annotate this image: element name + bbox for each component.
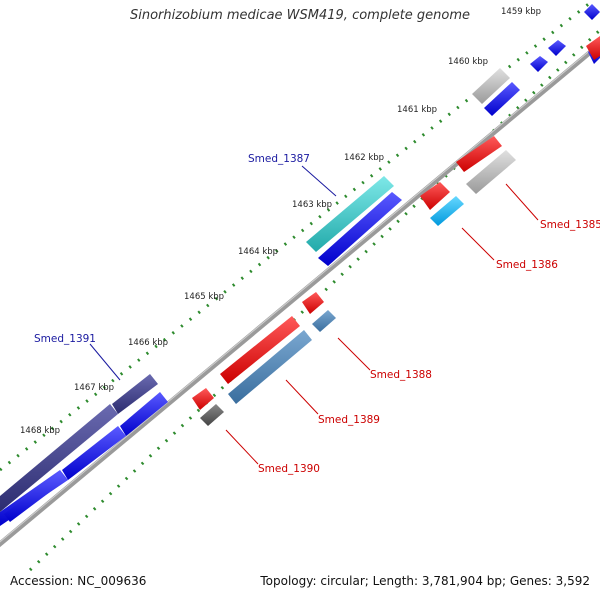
gene-label-smed-1391[interactable]: Smed_1391 — [34, 333, 96, 345]
tick-label: 1466 kbp — [128, 338, 168, 348]
cds-forward-1467b[interactable] — [62, 426, 126, 480]
cds-smed-1390[interactable] — [200, 404, 224, 426]
cds-forward-grey-1460[interactable] — [472, 68, 510, 104]
callout-smed-1389 — [285, 379, 319, 415]
genome-backbone — [0, 40, 600, 548]
gene-label-smed-1385[interactable]: Smed_1385 — [540, 219, 600, 231]
callout-smed-1391 — [89, 343, 121, 381]
tick-label: 1467 kbp — [74, 383, 114, 393]
cds-smed-1386-red[interactable] — [420, 182, 450, 210]
gene-label-smed-1389[interactable]: Smed_1389 — [318, 414, 380, 426]
forward-cds-group — [0, 4, 600, 526]
cds-forward-1468a[interactable] — [4, 472, 66, 522]
cds-smed-1389-red[interactable] — [220, 316, 300, 384]
cds-forward-1467c[interactable] — [120, 392, 168, 436]
tick-labels: 1459 kbp 1460 kbp 1461 kbp 1462 kbp 1463… — [20, 7, 541, 436]
cds-smed-1388[interactable] — [302, 292, 324, 314]
forward-tick-line — [0, 0, 597, 472]
cds-forward-1460b[interactable] — [530, 56, 548, 72]
cds-reverse-edge[interactable] — [586, 36, 600, 60]
reverse-cds-group — [192, 36, 600, 426]
tick-label: 1461 kbp — [397, 105, 437, 115]
cds-smed-1389[interactable] — [228, 330, 312, 404]
cds-forward-1461[interactable] — [484, 82, 520, 116]
cds-forward-1459a[interactable] — [584, 4, 600, 20]
tick-label: 1464 kbp — [238, 247, 278, 257]
genome-summary-text: Topology: circular; Length: 3,781,904 bp… — [260, 574, 590, 588]
cds-forward-1463[interactable] — [318, 192, 402, 266]
tick-label: 1462 kbp — [344, 153, 384, 163]
gene-labels: Smed_1387 Smed_1391 Smed_1385 Smed_1386 … — [34, 153, 600, 475]
cds-smed-1385-grey[interactable] — [466, 150, 516, 194]
tick-label: 1468 kbp — [20, 426, 60, 436]
cds-smed-1390-red[interactable] — [192, 388, 214, 410]
cds-smed-1387[interactable] — [306, 176, 394, 252]
tick-label: 1460 kbp — [448, 57, 488, 67]
tick-label: 1459 kbp — [501, 7, 541, 17]
callout-smed-1385 — [505, 183, 539, 221]
callout-lines — [89, 165, 539, 465]
gene-label-smed-1386[interactable]: Smed_1386 — [496, 259, 558, 271]
cds-smed-1388-b[interactable] — [312, 310, 336, 332]
gene-label-smed-1390[interactable]: Smed_1390 — [258, 463, 320, 475]
genome-title: Sinorhizobium medicae WSM419, complete g… — [129, 8, 471, 23]
cds-smed-1385-a[interactable] — [456, 136, 502, 172]
cds-smed-1391-a[interactable] — [0, 404, 118, 512]
callout-smed-1388 — [337, 337, 371, 371]
gene-label-smed-1388[interactable]: Smed_1388 — [370, 369, 432, 381]
cds-smed-1386[interactable] — [430, 196, 464, 226]
tick-label: 1465 kbp — [184, 292, 224, 302]
accession-text: Accession: NC_009636 — [10, 574, 147, 588]
cds-forward-1460a[interactable] — [548, 40, 566, 56]
callout-smed-1387 — [301, 165, 337, 197]
tick-label: 1463 kbp — [292, 200, 332, 210]
callout-smed-1390 — [225, 429, 259, 465]
callout-smed-1386 — [461, 227, 495, 261]
genome-backbone-highlight — [0, 41, 600, 543]
gene-label-smed-1387[interactable]: Smed_1387 — [248, 153, 310, 165]
cds-smed-1391-b[interactable] — [112, 374, 158, 414]
